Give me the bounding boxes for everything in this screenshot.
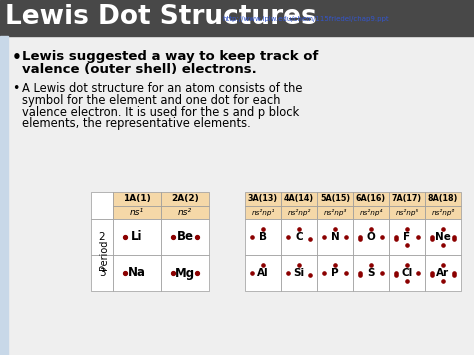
Text: 6A(16): 6A(16) (356, 195, 386, 203)
Text: valence (outer shell) electrons.: valence (outer shell) electrons. (22, 63, 257, 76)
Text: 2: 2 (99, 232, 105, 242)
Text: ns²np⁶: ns²np⁶ (431, 209, 455, 216)
Text: Cl: Cl (401, 268, 413, 278)
Bar (353, 255, 389, 291)
Text: ns²np¹: ns²np¹ (251, 209, 275, 216)
Text: Period: Period (99, 240, 109, 270)
Text: Lewis Dot Structures: Lewis Dot Structures (5, 4, 317, 30)
Bar (0, 36, 8, 355)
Bar (245, 219, 281, 255)
Bar (389, 219, 425, 255)
Text: C: C (295, 232, 303, 242)
Text: •: • (12, 82, 19, 95)
Bar (353, 192, 389, 206)
Text: 2A(2): 2A(2) (171, 195, 199, 203)
Text: 5A(15): 5A(15) (320, 195, 350, 203)
Text: ns¹: ns¹ (130, 208, 144, 217)
Bar (389, 192, 425, 206)
Text: A Lewis dot structure for an atom consists of the: A Lewis dot structure for an atom consis… (22, 82, 302, 95)
Bar (425, 192, 461, 206)
Bar (389, 255, 425, 291)
Bar (0, 36, 474, 355)
Text: ns²np³: ns²np³ (323, 209, 346, 216)
Bar (281, 219, 317, 255)
Text: Lewis suggested a way to keep track of: Lewis suggested a way to keep track of (22, 50, 319, 63)
Text: Ar: Ar (437, 268, 449, 278)
Bar (281, 255, 317, 291)
Text: 4A(14): 4A(14) (284, 195, 314, 203)
Bar (281, 192, 317, 206)
Bar (91, 255, 113, 291)
Text: •: • (12, 50, 22, 65)
Text: 8A(18): 8A(18) (428, 195, 458, 203)
Text: B: B (259, 232, 267, 242)
Bar (113, 192, 161, 206)
Text: Mg: Mg (175, 267, 195, 279)
Text: N: N (331, 232, 339, 242)
Bar (113, 206, 161, 219)
Text: ns²np²: ns²np² (287, 209, 310, 216)
Text: ns²: ns² (178, 208, 192, 217)
Bar (353, 206, 389, 219)
Text: Si: Si (293, 268, 305, 278)
Text: 7A(17): 7A(17) (392, 195, 422, 203)
Bar (425, 219, 461, 255)
Bar (317, 206, 353, 219)
Bar (161, 192, 209, 206)
Text: 3: 3 (99, 268, 105, 278)
Bar (317, 192, 353, 206)
Bar (245, 255, 281, 291)
Bar (161, 255, 209, 291)
Text: P: P (331, 268, 339, 278)
Text: S: S (367, 268, 375, 278)
Text: F: F (403, 232, 410, 242)
Bar (389, 206, 425, 219)
Bar (245, 206, 281, 219)
Text: Be: Be (176, 230, 193, 244)
Text: symbol for the element and one dot for each: symbol for the element and one dot for e… (22, 94, 281, 107)
Text: valence electron. It is used for the s and p block: valence electron. It is used for the s a… (22, 105, 299, 119)
Text: ns²np⁵: ns²np⁵ (395, 209, 419, 216)
Bar (281, 206, 317, 219)
Text: elements, the representative elements.: elements, the representative elements. (22, 118, 251, 130)
Bar (0, 0, 474, 36)
Text: http://www.iplw.edu/chem/115friedel/chap9.ppt: http://www.iplw.edu/chem/115friedel/chap… (222, 16, 389, 22)
Text: 3A(13): 3A(13) (248, 195, 278, 203)
Text: Li: Li (131, 230, 143, 244)
Bar (425, 206, 461, 219)
Bar (161, 219, 209, 255)
Bar (425, 255, 461, 291)
Bar (317, 219, 353, 255)
Bar (245, 192, 281, 206)
Text: ns²np⁴: ns²np⁴ (359, 209, 383, 216)
Text: Al: Al (257, 268, 269, 278)
Text: Ne: Ne (435, 232, 451, 242)
Bar (91, 192, 113, 219)
Bar (113, 219, 161, 255)
Text: 1A(1): 1A(1) (123, 195, 151, 203)
Bar (91, 219, 113, 255)
Bar (353, 219, 389, 255)
Text: Na: Na (128, 267, 146, 279)
Bar (113, 255, 161, 291)
Bar (317, 255, 353, 291)
Bar (161, 206, 209, 219)
Text: O: O (366, 232, 375, 242)
